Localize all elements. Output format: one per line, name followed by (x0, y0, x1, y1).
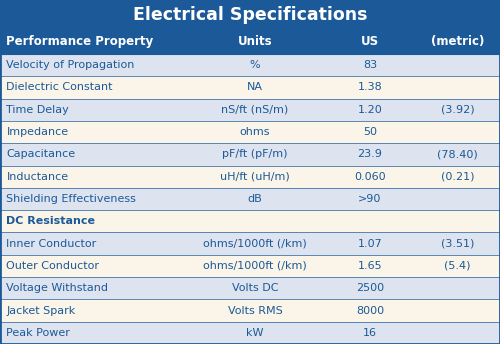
Text: (78.40): (78.40) (437, 149, 478, 159)
Text: Electrical Specifications: Electrical Specifications (133, 6, 367, 24)
Bar (0, 76, 500, 99)
Text: Inductance: Inductance (6, 172, 68, 182)
Text: ohms: ohms (240, 127, 270, 137)
Bar (0, 54, 500, 76)
Bar (0, 143, 500, 165)
Text: 0.060: 0.060 (354, 172, 386, 182)
Bar (0, 165, 500, 188)
Text: 1.38: 1.38 (358, 83, 382, 93)
Text: 8000: 8000 (356, 305, 384, 315)
Bar (0, 99, 500, 121)
Text: Voltage Withstand: Voltage Withstand (6, 283, 108, 293)
Text: 1.07: 1.07 (358, 239, 382, 249)
Text: 83: 83 (363, 60, 377, 70)
Text: Volts RMS: Volts RMS (228, 305, 282, 315)
Text: Capacitance: Capacitance (6, 149, 75, 159)
Bar (0, 0, 500, 29)
Bar (0, 277, 500, 299)
Text: 16: 16 (363, 328, 377, 338)
Text: Time Delay: Time Delay (6, 105, 69, 115)
Text: Jacket Spark: Jacket Spark (6, 305, 76, 315)
Text: uH/ft (uH/m): uH/ft (uH/m) (220, 172, 290, 182)
Text: dB: dB (248, 194, 262, 204)
Bar (0, 255, 500, 277)
Text: DC Resistance: DC Resistance (6, 216, 96, 226)
Text: Peak Power: Peak Power (6, 328, 70, 338)
Bar (0, 29, 500, 54)
Text: 1.65: 1.65 (358, 261, 382, 271)
Text: (3.51): (3.51) (441, 239, 474, 249)
Text: 50: 50 (363, 127, 377, 137)
Text: 2500: 2500 (356, 283, 384, 293)
Text: >90: >90 (358, 194, 382, 204)
Text: US: US (361, 35, 379, 48)
Text: nS/ft (nS/m): nS/ft (nS/m) (222, 105, 288, 115)
Text: 1.20: 1.20 (358, 105, 382, 115)
Bar (0, 299, 500, 322)
Bar (0, 188, 500, 210)
Text: 23.9: 23.9 (358, 149, 382, 159)
Text: (0.21): (0.21) (441, 172, 474, 182)
Text: ohms/1000ft (/km): ohms/1000ft (/km) (203, 239, 307, 249)
Text: Dielectric Constant: Dielectric Constant (6, 83, 113, 93)
Text: Units: Units (238, 35, 272, 48)
Text: ohms/1000ft (/km): ohms/1000ft (/km) (203, 261, 307, 271)
Bar (0, 121, 500, 143)
Text: (3.92): (3.92) (440, 105, 474, 115)
Bar (0, 322, 500, 344)
Text: %: % (250, 60, 260, 70)
Text: Impedance: Impedance (6, 127, 68, 137)
Text: Volts DC: Volts DC (232, 283, 278, 293)
Bar (0, 233, 500, 255)
Bar (0, 210, 500, 233)
Text: kW: kW (246, 328, 264, 338)
Text: Shielding Effectiveness: Shielding Effectiveness (6, 194, 136, 204)
Text: Inner Conductor: Inner Conductor (6, 239, 97, 249)
Text: Performance Property: Performance Property (6, 35, 153, 48)
Text: Outer Conductor: Outer Conductor (6, 261, 100, 271)
Text: (metric): (metric) (431, 35, 484, 48)
Text: (5.4): (5.4) (444, 261, 471, 271)
Text: pF/ft (pF/m): pF/ft (pF/m) (222, 149, 288, 159)
Text: NA: NA (247, 83, 263, 93)
Text: Velocity of Propagation: Velocity of Propagation (6, 60, 135, 70)
